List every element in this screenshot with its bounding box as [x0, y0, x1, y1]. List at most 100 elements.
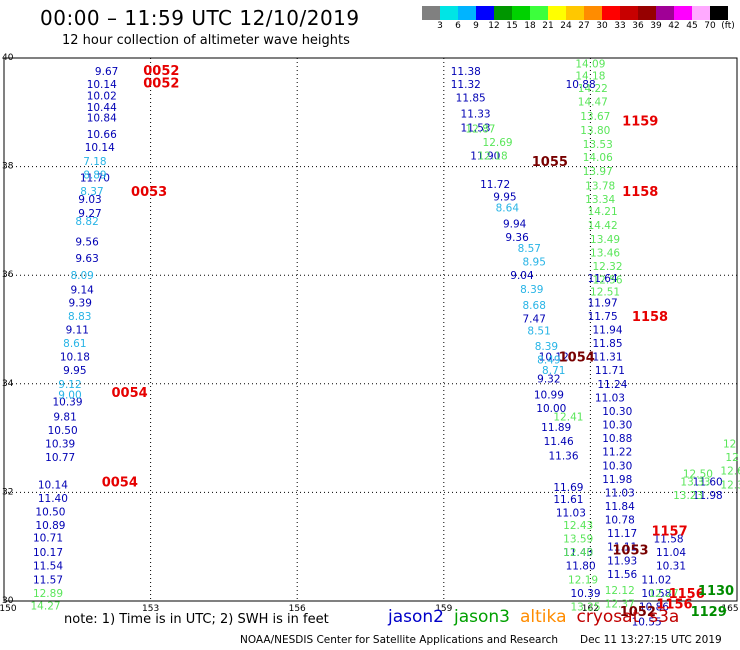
color-swatch — [422, 6, 440, 20]
wave-height-point: 11.36 — [548, 450, 578, 462]
wave-height-point: 12.3 — [720, 479, 740, 491]
wave-height-point: 12.19 — [568, 574, 598, 586]
wave-height-point: 10.88 — [566, 79, 596, 91]
wave-height-point: 9.32 — [537, 373, 560, 385]
wave-height-point: 8.09 — [70, 270, 93, 282]
wave-height-point: 11.72 — [480, 179, 510, 191]
y-tick-label: 32 — [2, 487, 13, 497]
y-tick-label: 38 — [2, 162, 14, 172]
color-scale-label: 21 — [542, 21, 554, 31]
wave-height-point: 11.43 — [563, 547, 593, 559]
wave-height-point: 11.85 — [456, 93, 486, 105]
wave-height-point: 11.93 — [607, 555, 637, 567]
pass-time-label: 1054 — [559, 351, 595, 366]
wave-height-point: 9.56 — [75, 237, 99, 249]
wave-height-point: 11.56 — [607, 569, 637, 581]
wave-height-point: 10.88 — [602, 433, 632, 445]
wave-height-point: 8.89 — [83, 170, 106, 182]
wave-height-point: 8.68 — [523, 300, 546, 312]
wave-height-point: 10.12 — [539, 352, 569, 364]
wave-height-point: 8.83 — [68, 311, 91, 323]
wave-height-point: 8.51 — [527, 326, 550, 338]
wave-height-point: 13.34 — [585, 194, 615, 206]
wave-height-point: 14.09 — [575, 58, 605, 70]
wave-height-point: 10.39 — [570, 588, 600, 600]
pass-time-label: 1052 — [620, 605, 656, 620]
color-scale-label: 36 — [632, 21, 644, 31]
wave-height-point: 12.50 — [683, 468, 713, 480]
wave-height-point: 12.69 — [483, 137, 513, 149]
wave-height-point: 10.14 — [38, 479, 68, 491]
wave-height-point: 7.18 — [83, 156, 106, 168]
color-swatch — [710, 6, 728, 20]
wave-height-point: 11.84 — [605, 501, 635, 513]
wave-height-point: 13.53 — [583, 139, 613, 151]
wave-height-point: 9.11 — [66, 325, 89, 337]
wave-height-point: 10.77 — [45, 452, 75, 464]
wave-height-point: 10.30 — [602, 460, 632, 472]
wave-height-point: 11.04 — [656, 547, 686, 559]
color-scale-label: 39 — [650, 21, 662, 31]
wave-height-point: 12.32 — [592, 261, 622, 273]
wave-height-point: 10.44 — [87, 102, 117, 114]
color-scale-label: 12 — [488, 21, 500, 31]
wave-height-point: 12.40 — [563, 547, 593, 559]
wave-height-point: 12.12 — [605, 585, 635, 597]
wave-height-point: 14.27 — [31, 600, 61, 612]
wave-height-point: 10.89 — [35, 520, 65, 532]
color-scale-label: 27 — [578, 21, 590, 31]
color-swatch — [584, 6, 602, 20]
wave-height-point: 12.56 — [592, 275, 622, 287]
color-scale-label: 70 — [704, 21, 716, 31]
wave-height-point: 8.39 — [520, 284, 543, 296]
legend-entry: jason3 — [454, 607, 510, 627]
wave-height-point: 8.71 — [542, 365, 565, 377]
x-tick-label: 162 — [582, 604, 599, 614]
wave-height-point: 12.89 — [33, 588, 63, 600]
wave-height-point: 12.6 — [720, 466, 740, 478]
wave-height-point: 13.49 — [590, 234, 620, 246]
pass-time-label: 1130 — [698, 584, 734, 599]
wave-height-point: 12 — [723, 439, 736, 451]
color-swatch — [638, 6, 656, 20]
wave-height-point: 8.37 — [80, 186, 103, 198]
wave-height-point: 12.18 — [478, 151, 508, 163]
wave-height-point: 10.86 — [639, 601, 669, 613]
pass-time-label: 1053 — [612, 543, 648, 558]
wave-height-point: 13.46 — [590, 247, 620, 259]
wave-height-point: 11.33 — [461, 108, 491, 120]
wave-height-point: 10.17 — [33, 547, 63, 559]
y-tick-label: 36 — [2, 270, 14, 280]
color-swatch — [476, 6, 494, 20]
wave-height-point: 10.14 — [87, 79, 117, 91]
wave-height-point: 11.64 — [588, 273, 618, 285]
wave-height-point: 11.11 — [607, 542, 637, 554]
wave-height-point: 13.67 — [580, 111, 610, 123]
wave-height-point: 9.63 — [75, 253, 98, 265]
wave-height-point: 13.97 — [583, 166, 613, 178]
wave-height-point: 11.24 — [597, 379, 627, 391]
pass-time-label: 1129 — [691, 605, 727, 620]
wave-height-point: 11.58 — [654, 534, 684, 546]
wave-height-point: 12.37 — [605, 599, 635, 611]
wave-height-point: 8.82 — [75, 216, 98, 228]
color-scale-label: 30 — [596, 21, 608, 31]
wave-height-point: 11.85 — [592, 338, 622, 350]
color-scale-label: (ft) — [721, 21, 735, 31]
wave-height-point: 11.89 — [541, 422, 571, 434]
wave-height-point: 11.03 — [556, 507, 586, 519]
wave-height-point: 10.39 — [45, 439, 75, 451]
pass-time-label: 0052 — [143, 76, 179, 91]
wave-height-point: 11.40 — [38, 493, 68, 505]
color-swatch — [674, 6, 692, 20]
legend-entry: altika — [520, 607, 567, 627]
wave-height-point: 10.50 — [48, 425, 78, 437]
wave-height-point: 12.87 — [465, 124, 495, 136]
legend-entry: s3a — [649, 607, 680, 627]
wave-height-point: 8.49 — [537, 354, 560, 366]
pass-time-label: 1156 — [669, 587, 705, 602]
legend-entry: cryosat — [576, 607, 640, 627]
page-subtitle: 12 hour collection of altimeter wave hei… — [62, 33, 350, 48]
color-swatch — [440, 6, 458, 20]
wave-height-point: 9.67 — [95, 66, 118, 78]
